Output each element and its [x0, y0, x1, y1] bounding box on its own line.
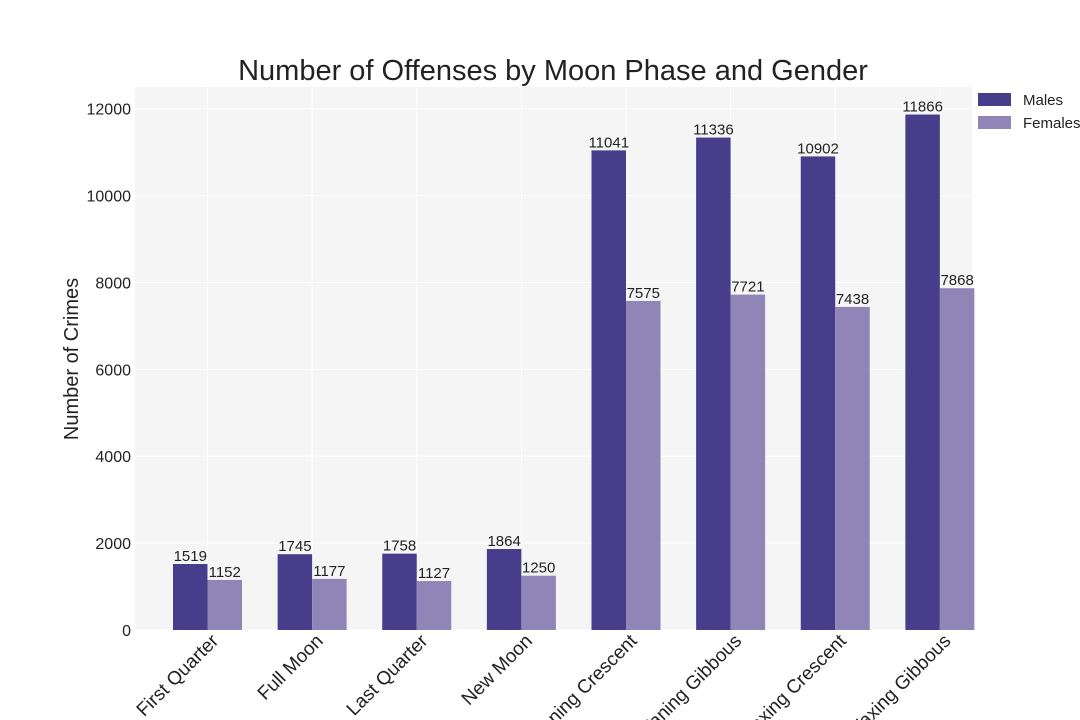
bar-males [905, 114, 940, 631]
x-tick-label: Last Quarter [343, 630, 433, 720]
value-label: 1250 [522, 560, 555, 577]
y-axis-ticks: 0 2000 4000 6000 8000 10000 12000 [87, 102, 132, 640]
bar-males [277, 554, 313, 630]
x-axis-ticks: First Quarter Full Moon Last Quarter New Mo… [133, 630, 956, 720]
x-tick-label: New Moon [458, 631, 537, 710]
bar-males [696, 137, 731, 631]
value-label: 1758 [383, 538, 416, 555]
value-label: 7438 [836, 291, 869, 308]
value-label: 7575 [627, 285, 660, 302]
bar-females [521, 575, 556, 630]
x-tick-label: Waning Gibbous [632, 631, 746, 720]
value-label: 10902 [797, 140, 839, 157]
y-tick-label: 8000 [95, 275, 131, 292]
value-label: 1177 [313, 563, 345, 580]
bar-males [382, 553, 417, 630]
value-label: 1519 [174, 548, 207, 565]
value-label: 1864 [487, 533, 520, 550]
value-label: 7721 [731, 279, 764, 296]
bar-females [312, 578, 347, 630]
y-tick-label: 12000 [87, 102, 132, 119]
bar-males [486, 549, 522, 630]
bar-males [800, 156, 836, 630]
x-tick-label: Waxing Gibbous [842, 631, 955, 720]
legend-swatch-males [978, 93, 1011, 106]
bar-females [730, 294, 766, 630]
y-axis-label: Number of Crimes [61, 278, 83, 440]
bar-males [591, 150, 626, 630]
bar-females [835, 306, 870, 630]
bar-females [939, 288, 975, 630]
bars [173, 114, 975, 631]
legend-label-males: Males [1023, 92, 1063, 109]
x-tick-label: Waxing Crescent [734, 630, 851, 720]
value-label: 1745 [278, 538, 311, 555]
legend-label-females: Females [1023, 115, 1080, 132]
y-tick-label: 10000 [87, 189, 132, 206]
x-tick-label: Waning Crescent [524, 630, 642, 720]
legend: Males Females [978, 92, 1080, 132]
legend-swatch-females [978, 116, 1011, 129]
bar-females [416, 581, 452, 630]
y-tick-label: 6000 [95, 362, 131, 379]
y-tick-label: 4000 [95, 449, 131, 466]
value-label: 1127 [418, 565, 450, 582]
x-tick-label: Full Moon [254, 631, 328, 705]
value-label: 1152 [209, 564, 241, 581]
value-label: 11866 [902, 99, 943, 116]
value-label: 11336 [693, 122, 734, 139]
value-label: 11041 [588, 134, 629, 151]
bar-females [207, 579, 242, 630]
y-tick-label: 0 [122, 623, 131, 640]
value-label: 7868 [940, 272, 973, 289]
chart-title: Number of Offenses by Moon Phase and Gen… [238, 55, 868, 87]
y-tick-label: 2000 [95, 536, 131, 553]
x-tick-label: First Quarter [133, 630, 224, 720]
bar-females [626, 300, 661, 630]
bar-males [173, 564, 208, 630]
